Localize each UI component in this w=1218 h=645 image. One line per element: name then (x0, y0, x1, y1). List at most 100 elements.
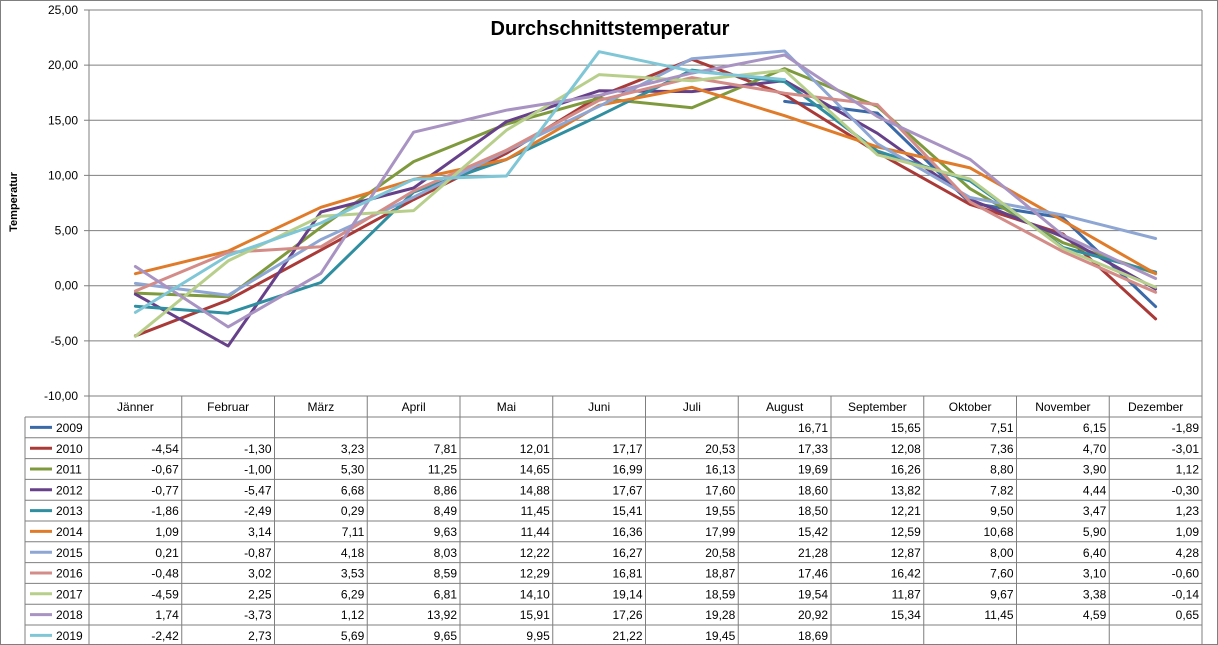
data-label: 7,11 (342, 525, 365, 539)
x-category-label: April (402, 400, 426, 414)
chart-title: Durchschnittstemperatur (491, 18, 730, 40)
data-label: 5,69 (341, 629, 365, 643)
data-label: 19,45 (705, 629, 735, 643)
data-label: -4,54 (151, 442, 179, 456)
y-axis-label: Temperatur (8, 171, 20, 231)
data-label: 18,50 (798, 504, 828, 518)
data-label: 18,59 (705, 587, 735, 601)
data-label: -0,48 (151, 567, 179, 581)
data-label: -0,77 (151, 483, 179, 497)
legend-label-2009: 2009 (56, 421, 83, 435)
legend-label-2017: 2017 (56, 587, 83, 601)
data-label: 16,26 (891, 463, 921, 477)
x-category-label: September (848, 400, 907, 414)
data-label: -4,59 (151, 587, 179, 601)
data-label: 6,40 (1083, 546, 1107, 560)
series-line-2019 (133, 50, 787, 314)
data-label: -1,00 (244, 463, 272, 477)
data-label: 19,55 (705, 504, 735, 518)
x-category-label: Mai (497, 400, 516, 414)
data-label: -0,87 (244, 546, 272, 560)
data-label: -0,67 (151, 463, 179, 477)
data-label: 4,70 (1083, 442, 1107, 456)
data-label: 19,54 (798, 587, 828, 601)
y-tick-label: 15,00 (48, 113, 78, 127)
data-label: 5,90 (1083, 525, 1107, 539)
data-label: 12,22 (520, 546, 550, 560)
x-category-label: Dezember (1128, 400, 1183, 414)
data-table: Jänner Februar März April Mai Juni Juli August S… (24, 396, 1203, 644)
series-lines (133, 49, 1158, 348)
data-label: 4,18 (341, 546, 365, 560)
data-label: 3,23 (341, 442, 365, 456)
data-label: 6,81 (434, 587, 458, 601)
data-label: 1,09 (155, 525, 179, 539)
data-label: 11,87 (892, 587, 921, 601)
data-label: 8,80 (990, 463, 1014, 477)
data-label: 7,81 (434, 442, 458, 456)
data-label: 17,46 (798, 567, 828, 581)
data-label: 1,12 (341, 608, 365, 622)
data-label: 15,42 (798, 525, 828, 539)
y-tick-label: 0,00 (55, 279, 79, 293)
data-label: 1,09 (1176, 525, 1200, 539)
x-category-label: Oktober (949, 400, 992, 414)
data-label: 8,00 (990, 546, 1014, 560)
data-label: 13,92 (427, 608, 457, 622)
data-label: 16,27 (612, 546, 642, 560)
data-label: 3,14 (248, 525, 272, 539)
x-category-label: Februar (207, 400, 249, 414)
data-label: 4,59 (1083, 608, 1107, 622)
data-label: 15,65 (891, 421, 921, 435)
data-label: 3,38 (1083, 587, 1107, 601)
data-label: 14,88 (520, 483, 550, 497)
data-label: -2,49 (244, 504, 272, 518)
data-label: 17,33 (798, 442, 828, 456)
series-line-2014 (133, 85, 1158, 276)
data-label: -3,73 (244, 608, 272, 622)
data-label: -5,47 (244, 483, 272, 497)
data-label: -1,30 (244, 442, 272, 456)
data-label: 7,60 (990, 567, 1014, 581)
data-label: 19,69 (798, 463, 828, 477)
data-label: 9,95 (526, 629, 550, 643)
data-label: 17,17 (612, 442, 642, 456)
data-label: 18,60 (798, 483, 828, 497)
legend-label-2012: 2012 (56, 483, 83, 497)
series-line-2017 (133, 68, 1158, 338)
data-label: 9,50 (990, 504, 1014, 518)
data-label: 0,21 (155, 546, 179, 560)
data-label: 4,28 (1176, 546, 1200, 560)
y-tick-label: 5,00 (55, 224, 79, 238)
data-label: -0,60 (1172, 567, 1200, 581)
legend-label-2015: 2015 (56, 546, 83, 560)
data-label: -2,42 (151, 629, 179, 643)
data-label: 17,67 (612, 483, 642, 497)
data-label: 19,14 (612, 587, 642, 601)
data-label: -0,30 (1172, 483, 1200, 497)
series-line-2016 (133, 76, 1158, 294)
data-label: 16,99 (612, 463, 642, 477)
data-label: 3,02 (248, 567, 272, 581)
data-label: 12,08 (891, 442, 921, 456)
data-label: 20,53 (705, 442, 735, 456)
data-label: 1,12 (1176, 463, 1200, 477)
data-label: 8,59 (434, 567, 458, 581)
data-label: 3,90 (1083, 463, 1107, 477)
legend-label-2019: 2019 (56, 629, 83, 643)
series-line-2012 (133, 79, 1158, 348)
x-category-label: Juli (683, 400, 701, 414)
data-label: 21,28 (798, 546, 828, 560)
x-category-label: Jänner (117, 400, 154, 414)
legend-label-2011: 2011 (56, 463, 82, 477)
data-label: 2,25 (248, 587, 272, 601)
data-label: 8,49 (434, 504, 458, 518)
data-label: 6,15 (1083, 421, 1107, 435)
data-label: -1,89 (1172, 421, 1200, 435)
data-label: 7,36 (990, 442, 1014, 456)
data-label: 17,99 (705, 525, 735, 539)
y-tick-label: 25,00 (48, 3, 78, 17)
y-axis-ticks: -10,00 -5,00 0,00 5,00 10,00 15,00 20,00 25,00 (44, 3, 78, 403)
x-category-label: März (308, 400, 335, 414)
